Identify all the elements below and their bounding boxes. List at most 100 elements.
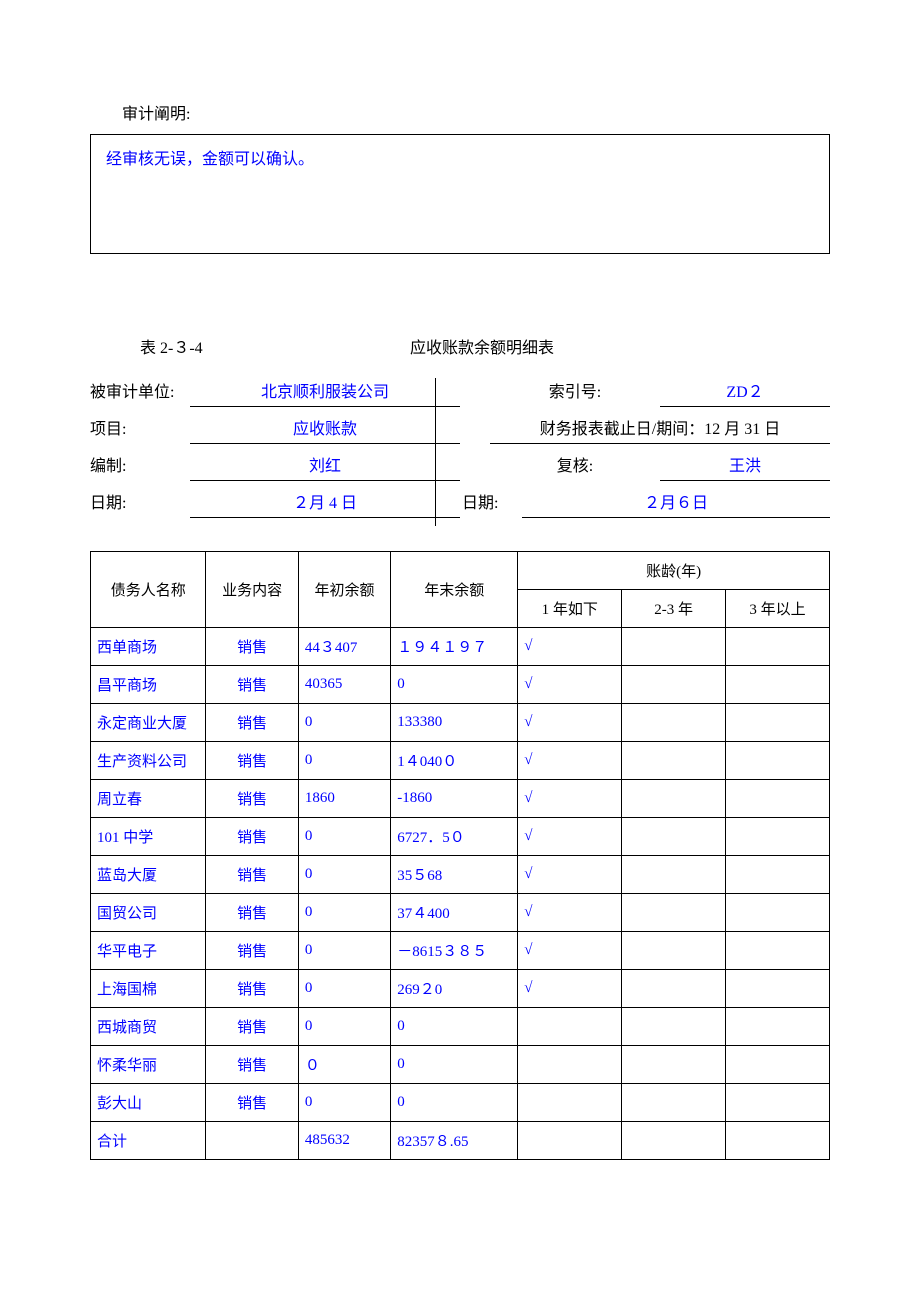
cell-age3	[726, 932, 830, 970]
cell-total-end: 82357８.65	[391, 1122, 518, 1160]
cell-age1: √	[518, 970, 622, 1008]
cell-begin: 0	[298, 856, 390, 894]
cell-biz: 销售	[206, 1008, 298, 1046]
cell-begin: ０	[298, 1046, 390, 1084]
cell-age1: √	[518, 818, 622, 856]
cell-begin: 0	[298, 1084, 390, 1122]
cell-begin: 40365	[298, 666, 390, 704]
cell-biz: 销售	[206, 666, 298, 704]
table-row: 上海国棉销售0269２0√	[91, 970, 830, 1008]
cell-begin: 0	[298, 704, 390, 742]
cell-begin: 0	[298, 818, 390, 856]
cell-age1	[518, 1046, 622, 1084]
cell-debtor: 昌平商场	[91, 666, 206, 704]
cell-age2	[622, 970, 726, 1008]
cell-age1: √	[518, 932, 622, 970]
review-value: 王洪	[660, 452, 830, 481]
cell-age2	[622, 856, 726, 894]
cell-age1: √	[518, 666, 622, 704]
table-row: 生产资料公司销售01４040０√	[91, 742, 830, 780]
cell-biz: 销售	[206, 742, 298, 780]
cell-age2	[622, 1008, 726, 1046]
col-age1: 1 年如下	[518, 590, 622, 628]
col-age-header: 账龄(年)	[518, 552, 830, 590]
cell-end: 6727．5０	[391, 818, 518, 856]
audit-label: 审计阐明:	[90, 100, 830, 124]
cell-end: 0	[391, 1084, 518, 1122]
cell-end: 0	[391, 666, 518, 704]
cell-begin: 44３407	[298, 628, 390, 666]
index-label: 索引号:	[490, 378, 660, 402]
cell-debtor: 怀柔华丽	[91, 1046, 206, 1084]
cell-biz: 销售	[206, 970, 298, 1008]
unit-label: 被审计单位:	[90, 378, 190, 402]
cell-end: 37４400	[391, 894, 518, 932]
cell-biz: 销售	[206, 856, 298, 894]
cell-empty	[622, 1122, 726, 1160]
cell-debtor: 彭大山	[91, 1084, 206, 1122]
prepared-label: 编制:	[90, 452, 190, 476]
cell-age3	[726, 704, 830, 742]
table-row: 昌平商场销售403650√	[91, 666, 830, 704]
cell-end: 269２0	[391, 970, 518, 1008]
cell-begin: 0	[298, 1008, 390, 1046]
cell-age2	[622, 932, 726, 970]
cell-debtor: 周立春	[91, 780, 206, 818]
cell-age2	[622, 742, 726, 780]
cell-biz: 销售	[206, 932, 298, 970]
table-row: 周立春销售1860-1860√	[91, 780, 830, 818]
cell-debtor: 生产资料公司	[91, 742, 206, 780]
table-row: 永定商业大厦销售0133380√	[91, 704, 830, 742]
cell-age2	[622, 666, 726, 704]
cell-debtor: 永定商业大厦	[91, 704, 206, 742]
audit-box: 经审核无误，金额可以确认。	[90, 134, 830, 254]
cell-biz: 销售	[206, 628, 298, 666]
cell-end: 0	[391, 1046, 518, 1084]
cell-debtor: 101 中学	[91, 818, 206, 856]
cell-end: 133380	[391, 704, 518, 742]
table-row: 蓝岛大厦销售035５68√	[91, 856, 830, 894]
review-label: 复核:	[490, 452, 660, 476]
cell-age1: √	[518, 628, 622, 666]
cell-age2	[622, 818, 726, 856]
table-row: 怀柔华丽销售０0	[91, 1046, 830, 1084]
cell-empty	[726, 1122, 830, 1160]
cell-age3	[726, 628, 830, 666]
cell-age1: √	[518, 780, 622, 818]
table-row: 国贸公司销售037４400√	[91, 894, 830, 932]
cell-age2	[622, 894, 726, 932]
item-label: 项目:	[90, 415, 190, 439]
date-left-label: 日期:	[90, 489, 190, 513]
cell-biz: 销售	[206, 780, 298, 818]
cell-age1: √	[518, 704, 622, 742]
header-divider	[435, 378, 436, 526]
period-info: 财务报表截止日/期间：12 月 31 日	[490, 415, 830, 444]
table-row: 华平电子销售0－8615３８５√	[91, 932, 830, 970]
cell-end: 1４040０	[391, 742, 518, 780]
cell-biz: 销售	[206, 1046, 298, 1084]
cell-age3	[726, 818, 830, 856]
col-debtor: 债务人名称	[91, 552, 206, 628]
cell-biz: 销售	[206, 1084, 298, 1122]
cell-age3	[726, 742, 830, 780]
cell-biz: 销售	[206, 894, 298, 932]
unit-value: 北京顺利服装公司	[190, 378, 460, 407]
cell-begin: 0	[298, 970, 390, 1008]
cell-debtor: 华平电子	[91, 932, 206, 970]
index-value: ZD２	[660, 378, 830, 407]
cell-age1: √	[518, 856, 622, 894]
prepared-value: 刘红	[190, 452, 460, 481]
date-right-value: ２月６日	[522, 489, 830, 518]
table-row: 101 中学销售06727．5０√	[91, 818, 830, 856]
col-age2: 2-3 年	[622, 590, 726, 628]
cell-debtor: 国贸公司	[91, 894, 206, 932]
cell-age2	[622, 628, 726, 666]
cell-debtor: 西城商贸	[91, 1008, 206, 1046]
table-row-total: 合计48563282357８.65	[91, 1122, 830, 1160]
col-biz: 业务内容	[206, 552, 298, 628]
cell-debtor: 上海国棉	[91, 970, 206, 1008]
cell-age2	[622, 1084, 726, 1122]
header-info: 被审计单位: 北京顺利服装公司 项目: 应收账款 编制: 刘红 日期: ２月 4…	[90, 378, 830, 526]
cell-age1	[518, 1084, 622, 1122]
cell-begin: 0	[298, 894, 390, 932]
